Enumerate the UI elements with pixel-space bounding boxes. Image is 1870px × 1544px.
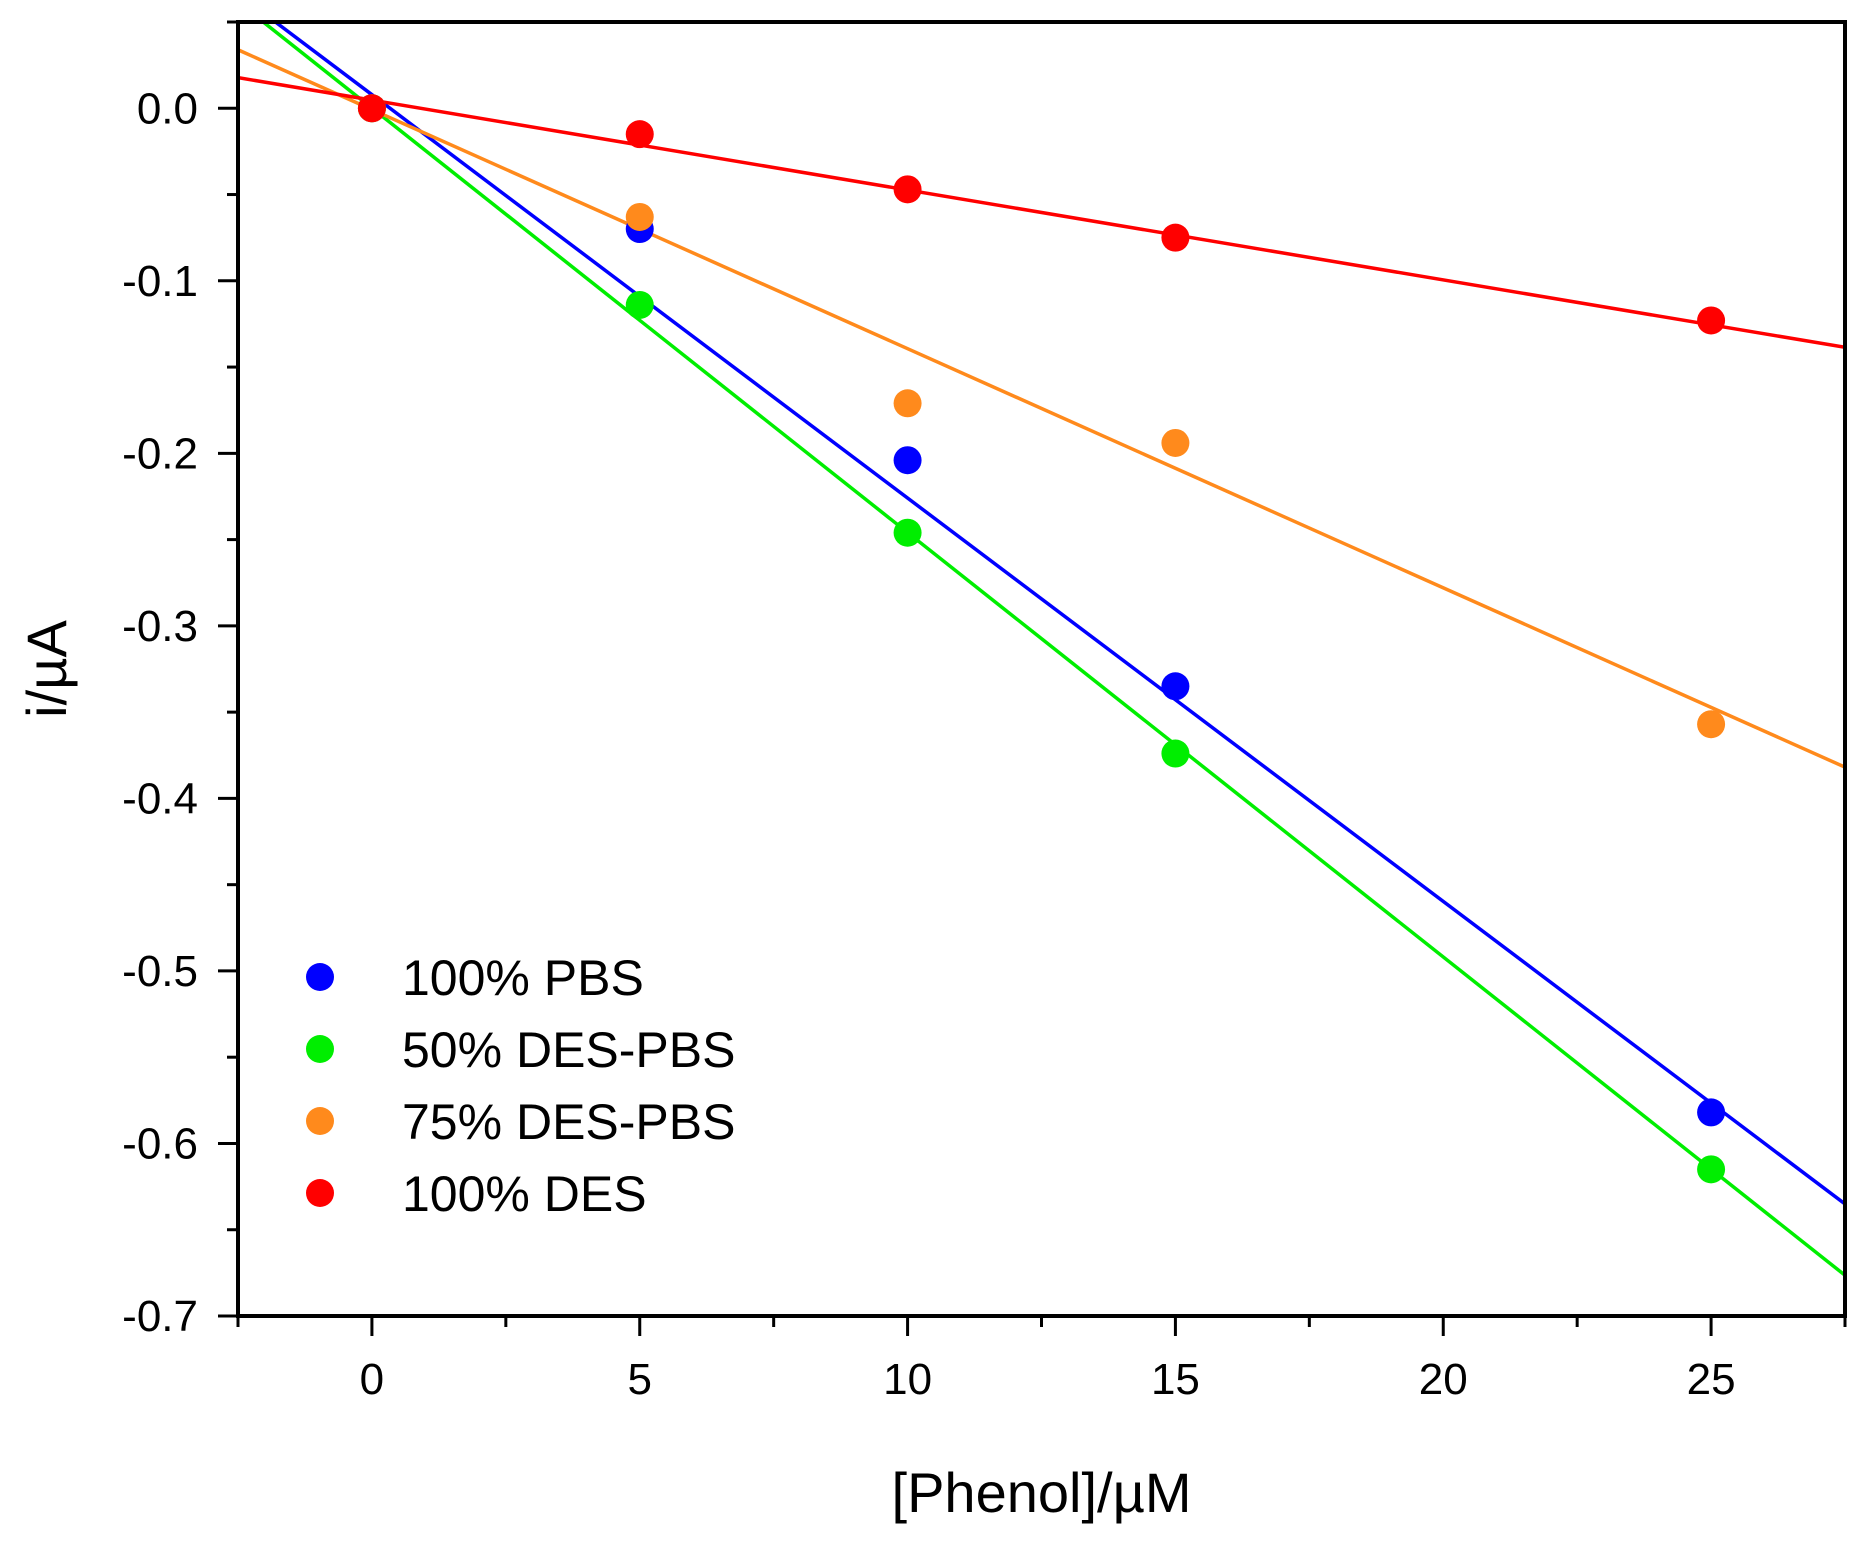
x-tick-label: 10 [883,1355,932,1404]
data-point-0-2 [893,446,922,475]
x-axis-title: [Phenol]/µM [892,1461,1192,1524]
fit-line-1 [260,22,1845,1277]
y-tick-label: -0.5 [122,947,198,996]
y-tick-label: -0.6 [122,1119,198,1168]
x-tick-label: 15 [1151,1355,1200,1404]
data-point-1-3 [1161,739,1190,768]
data-point-3-3 [1161,223,1190,252]
data-point-0-3 [1161,672,1190,701]
fit-lines [238,22,1845,1277]
data-points [357,94,1726,1184]
data-point-3-4 [1697,306,1726,335]
data-point-2-2 [893,389,922,418]
data-point-1-2 [893,518,922,547]
legend-label-3: 100% DES [402,1166,647,1222]
fit-line-2 [238,48,1845,769]
fit-line-3 [238,75,1845,350]
data-point-2-1 [625,202,654,231]
y-tick-label: 0.0 [137,84,198,133]
axis-ticks: 0 5 10 15 20 25 0.0 -0.1 -0.2 -0.3 -0.4 -0.5 -0.6 -0.… [122,20,1847,1404]
data-point-0-4 [1697,1098,1726,1127]
y-tick-label: -0.7 [122,1292,198,1341]
y-tick-label: -0.4 [122,774,198,823]
legend-marker-2 [306,1107,334,1135]
y-axis-title: i/µA [15,620,78,718]
data-point-3-0 [357,94,386,123]
legend-label-0: 100% PBS [402,950,644,1006]
data-point-1-4 [1697,1155,1726,1184]
fit-line-0 [272,22,1845,1206]
data-point-2-4 [1697,710,1726,739]
legend-marker-0 [306,963,334,991]
legend-label-2: 75% DES-PBS [402,1094,735,1150]
legend-label-1: 50% DES-PBS [402,1022,735,1078]
data-point-3-1 [625,120,654,149]
data-point-3-2 [893,175,922,204]
y-tick-label: -0.3 [122,602,198,651]
legend-marker-1 [306,1035,334,1063]
x-tick-label: 20 [1419,1355,1468,1404]
legend-marker-3 [306,1179,334,1207]
x-tick-label: 25 [1687,1355,1736,1404]
data-point-1-1 [625,290,654,319]
y-tick-label: -0.2 [122,429,198,478]
x-tick-label: 0 [360,1355,384,1404]
data-point-2-3 [1161,428,1190,457]
x-tick-label: 5 [628,1355,652,1404]
legend: 100% PBS 50% DES-PBS 75% DES-PBS 100% DES [306,950,735,1222]
y-tick-label: -0.1 [122,257,198,306]
